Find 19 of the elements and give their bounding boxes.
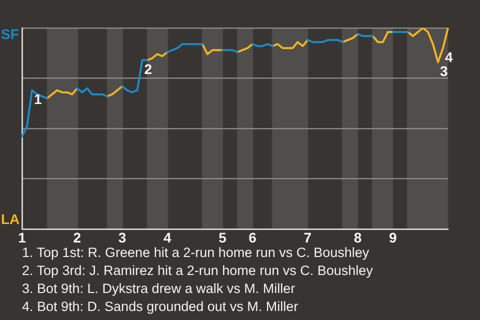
x-tick-label: 8 xyxy=(354,229,362,246)
annotation: 4 xyxy=(444,48,453,65)
text: 4. Bot 9th: D. Sands grounded out vs M. Miller xyxy=(22,298,300,316)
annotation: 2 xyxy=(144,61,152,78)
x-tick-label: 1 xyxy=(18,229,26,246)
annotation: 1 xyxy=(34,91,42,108)
text: 3. Bot 9th: L. Dykstra drew a walk vs M. Miller xyxy=(22,280,296,298)
text: 1. Top 1st: R. Greene hit a 2-run home run vs C. Boushley xyxy=(22,244,370,262)
x-tick-label: 6 xyxy=(248,229,257,246)
x-tick-label: 5 xyxy=(218,229,227,246)
annotation: 3 xyxy=(440,63,448,80)
x-tick-label: 2 xyxy=(73,229,82,246)
text: SF xyxy=(1,26,20,42)
text: LA xyxy=(1,210,20,227)
x-tick-label: 3 xyxy=(118,229,126,246)
x-tick-label: 4 xyxy=(163,229,172,246)
x-tick-label: 9 xyxy=(388,229,397,246)
x-tick-label: 7 xyxy=(304,229,312,246)
text: 2. Top 3rd: J. Ramirez hit a 2-run home run vs C. Boushley xyxy=(22,262,373,280)
